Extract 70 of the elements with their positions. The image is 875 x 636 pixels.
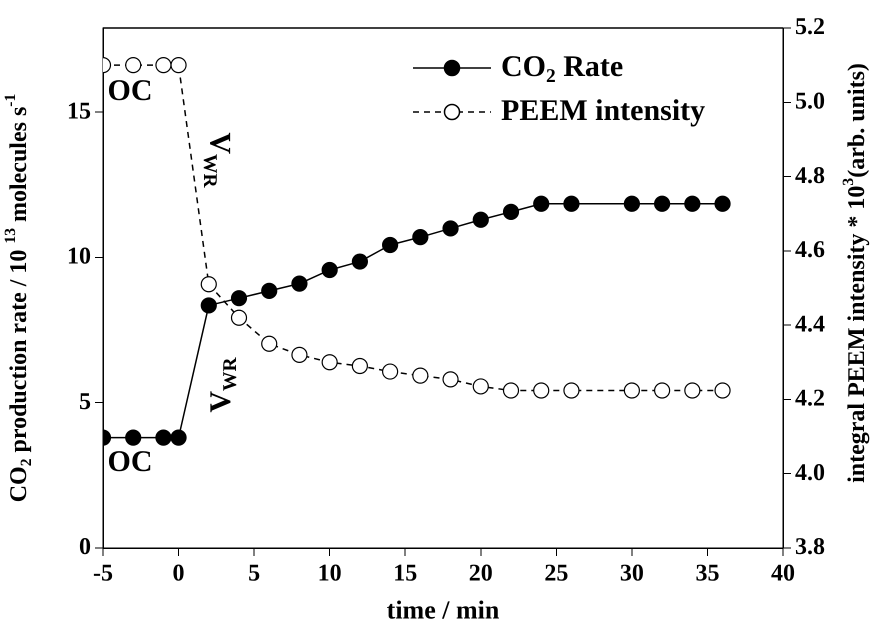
annotation: VWR	[204, 356, 242, 413]
point	[714, 382, 731, 399]
point	[155, 57, 172, 74]
point	[155, 430, 172, 446]
x-tick-label: 10	[318, 560, 342, 587]
point	[684, 196, 700, 212]
legend-label: PEEM intensity	[501, 94, 706, 127]
y2-tick-label: 4.2	[795, 386, 825, 412]
point	[624, 196, 640, 212]
point	[533, 196, 550, 212]
y-tick-label: 10	[67, 244, 91, 270]
point	[170, 57, 187, 74]
point	[352, 253, 368, 270]
x-tick-label: -5	[93, 560, 113, 587]
y2-tick-label: 5.0	[795, 88, 825, 114]
point	[170, 430, 187, 446]
point	[322, 354, 338, 370]
annotation: OC	[108, 74, 152, 107]
y-tick-label: 5	[79, 388, 91, 415]
x-axis-title: time / min	[386, 596, 500, 625]
point	[442, 371, 459, 388]
point	[352, 358, 368, 374]
point	[502, 204, 520, 220]
annotation: OC	[108, 444, 152, 478]
point	[563, 382, 580, 399]
x-tick-label: 0	[172, 560, 185, 587]
x-tick-label: 15	[393, 560, 418, 587]
x-tick-label: 5	[248, 560, 260, 587]
point	[654, 382, 670, 399]
point	[200, 276, 217, 292]
point	[472, 378, 489, 395]
x-tick-label: 25	[544, 560, 568, 587]
y2-tick-label: 3.8	[795, 534, 825, 560]
point	[624, 382, 640, 399]
point	[442, 220, 459, 237]
point	[563, 196, 580, 212]
point	[502, 382, 520, 399]
point	[291, 346, 308, 363]
x-tick-label: 35	[695, 560, 720, 587]
point	[382, 236, 398, 254]
y2-tick-label: 4.8	[795, 162, 825, 189]
y2-tick-label: 4.4	[795, 311, 825, 338]
y2-tick-label: 5.2	[795, 14, 825, 40]
point	[230, 290, 248, 306]
y-axis-title: CO2 production rate / 10 13 molecules s-1	[2, 94, 36, 502]
point	[200, 297, 217, 314]
point	[684, 382, 700, 399]
point	[654, 196, 670, 212]
point	[322, 262, 338, 278]
y-tick-label: 15	[67, 98, 91, 124]
x-tick-label: 20	[468, 560, 493, 587]
point	[472, 212, 489, 228]
point	[714, 196, 731, 212]
point	[125, 430, 142, 446]
y2-tick-label: 4.0	[795, 460, 825, 486]
point	[412, 368, 428, 384]
x-tick-label: 40	[771, 560, 795, 587]
y2-tick-label: 4.6	[795, 237, 825, 264]
point	[533, 382, 550, 399]
point	[261, 336, 278, 352]
y2-axis-title: integral PEEM intensity * 103(arb. units)	[840, 63, 870, 483]
point	[230, 310, 248, 326]
x-tick-label: 30	[620, 560, 644, 587]
annotation: VWR	[198, 132, 236, 189]
point	[261, 282, 278, 300]
point	[412, 229, 428, 246]
point	[382, 363, 398, 380]
point	[125, 57, 142, 74]
point	[291, 276, 308, 292]
y-tick-label: 0	[79, 534, 91, 560]
